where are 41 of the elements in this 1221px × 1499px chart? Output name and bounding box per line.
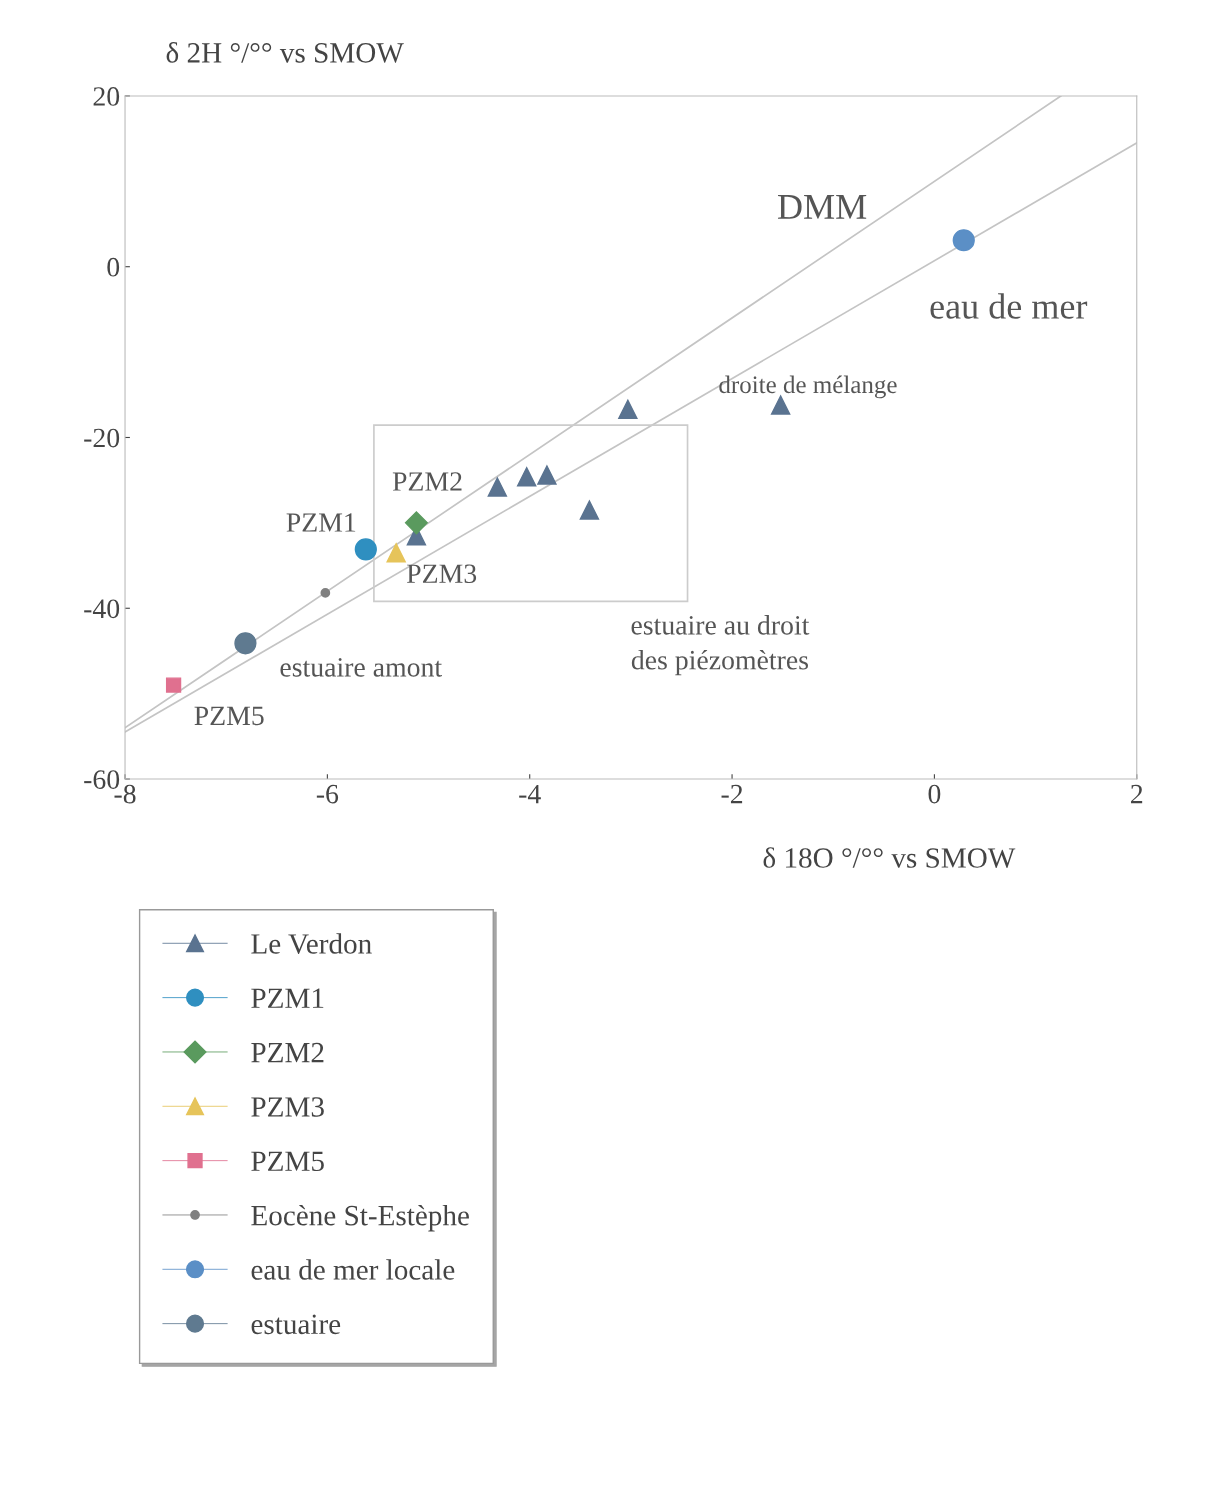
legend-label: Le Verdon: [251, 933, 372, 954]
annotation: PZM5: [194, 706, 264, 726]
x-tick-label: -2: [721, 784, 743, 804]
point: [579, 500, 600, 520]
point: [165, 677, 182, 693]
point: [537, 465, 557, 485]
annotation: DMM: [777, 195, 867, 219]
annotation: estuaire au droit des piézomètres: [631, 615, 810, 676]
point: [516, 467, 537, 487]
y-tick-label: 0: [107, 257, 120, 277]
point: [386, 543, 406, 563]
legend-label: PZM3: [251, 1097, 324, 1117]
annotation: PZM3: [407, 564, 477, 584]
legend-label: PZM1: [251, 988, 324, 1008]
annotation: estuaire amont: [280, 658, 442, 677]
legend-label: eau de mer locale: [251, 1259, 455, 1280]
x-tick-label: 0: [928, 784, 941, 804]
annotation: PZM1: [286, 513, 356, 532]
y-tick-label: -40: [84, 599, 120, 619]
x-axis-title: δ 18O °/°° vs SMOW: [763, 847, 1016, 869]
legend-label: PZM5: [251, 1151, 324, 1172]
y-axis-title: δ 2H °/°° vs SMOW: [166, 42, 404, 63]
x-tick-label: -6: [316, 784, 339, 804]
point: [404, 511, 428, 535]
y-tick-label: -20: [84, 428, 120, 448]
annotation: eau de mer: [930, 293, 1088, 319]
point: [770, 395, 791, 415]
point: [618, 399, 638, 420]
legend-label: Eocène St-Estèphe: [251, 1204, 469, 1232]
x-tick-label: -4: [519, 784, 541, 804]
point: [952, 229, 975, 252]
annotation: droite de mélange: [719, 375, 897, 399]
point: [320, 588, 331, 598]
point: [354, 538, 377, 561]
x-tick-label: 2: [1131, 784, 1143, 804]
y-tick-label: 20: [93, 87, 120, 106]
point: [234, 632, 257, 655]
annotation: PZM2: [392, 472, 462, 491]
legend-label: estuaire: [251, 1314, 341, 1335]
point: [487, 477, 508, 497]
legend-label: PZM2: [251, 1042, 324, 1063]
